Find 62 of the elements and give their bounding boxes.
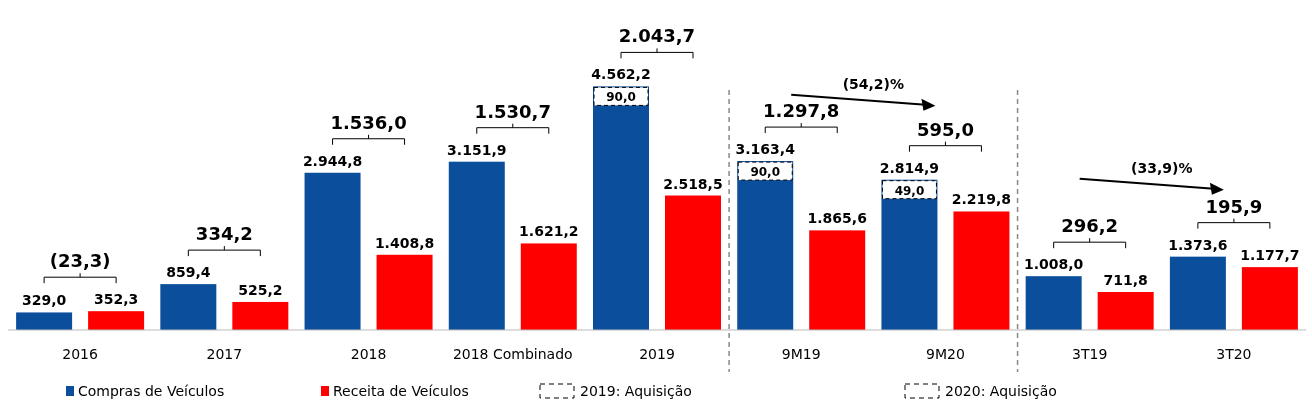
annotation: 595,0 [916, 118, 974, 140]
x-tick-label: 9M19 [781, 346, 821, 362]
annotation: (23,3) [49, 250, 111, 272]
annotation: 195,9 [1205, 195, 1263, 217]
bar [520, 243, 577, 330]
x-tick-label: 2017 [206, 346, 243, 362]
bar [665, 195, 721, 330]
annotation: 296,2 [1061, 215, 1119, 237]
annotation: 90,0 [606, 90, 636, 105]
data-label: 859,4 [166, 264, 211, 281]
bar [953, 211, 1010, 330]
data-label: 1.008,0 [1023, 256, 1084, 273]
data-label: 352,3 [93, 291, 139, 308]
bar [376, 254, 433, 330]
bar [1169, 256, 1226, 330]
bar [1241, 267, 1298, 330]
bar [88, 311, 145, 330]
x-tick-label: 3T20 [1216, 346, 1252, 362]
data-label: 711,8 [1103, 271, 1148, 288]
annotation: 49,0 [894, 183, 925, 198]
x-tick-label: 2019 [639, 346, 675, 362]
data-label: 1.621,2 [519, 223, 579, 240]
data-label: 1.373,6 [1168, 236, 1228, 253]
bar [1097, 291, 1154, 330]
annotation: (54,2)% [842, 75, 905, 92]
bar [809, 230, 866, 330]
bar [232, 301, 289, 330]
data-label: 2.944,8 [302, 152, 363, 169]
bar [737, 161, 794, 330]
data-label: 1.865,6 [807, 210, 867, 227]
data-label: 329,0 [21, 292, 67, 309]
data-label: 4.562,2 [591, 66, 651, 83]
data-label: 2.518,5 [663, 175, 723, 192]
text: 2.043,7 [618, 25, 696, 47]
bar [16, 312, 73, 330]
data-label: 1.408,8 [374, 234, 435, 251]
x-tick-label: 2018 Combinado [452, 346, 573, 362]
annotation: (33,9)% [1131, 159, 1193, 176]
annotation: 1.530,7 [474, 100, 551, 122]
data-label: 1.177,7 [1240, 247, 1300, 264]
legend-label: Compras de Veículos [78, 383, 225, 399]
x-tick-label: 9M20 [926, 346, 965, 362]
x-tick-label: 2018 [350, 346, 387, 362]
data-label: 3.163,4 [735, 141, 796, 158]
data-label: 2.219,8 [951, 191, 1012, 208]
data-label: 3.151,9 [447, 141, 507, 158]
x-tick-label: 2016 [62, 346, 99, 362]
data-label: 2.814,9 [879, 159, 940, 176]
bar [304, 172, 361, 330]
bar [448, 161, 505, 330]
annotation: 1.536,0 [330, 111, 407, 133]
x-tick-label: 3T19 [1072, 346, 1108, 362]
annotation: 90,0 [750, 165, 781, 180]
annotation: 334,2 [195, 223, 253, 245]
bar [593, 86, 649, 330]
annotation: 1.297,8 [763, 100, 840, 122]
text: 2019: Aquisição [580, 383, 692, 399]
legend-label: Receita de Veículos [333, 383, 469, 399]
bar [160, 284, 217, 330]
bar [1025, 276, 1082, 330]
text: 2020: Aquisição [945, 383, 1057, 399]
data-label: 525,2 [238, 281, 283, 298]
